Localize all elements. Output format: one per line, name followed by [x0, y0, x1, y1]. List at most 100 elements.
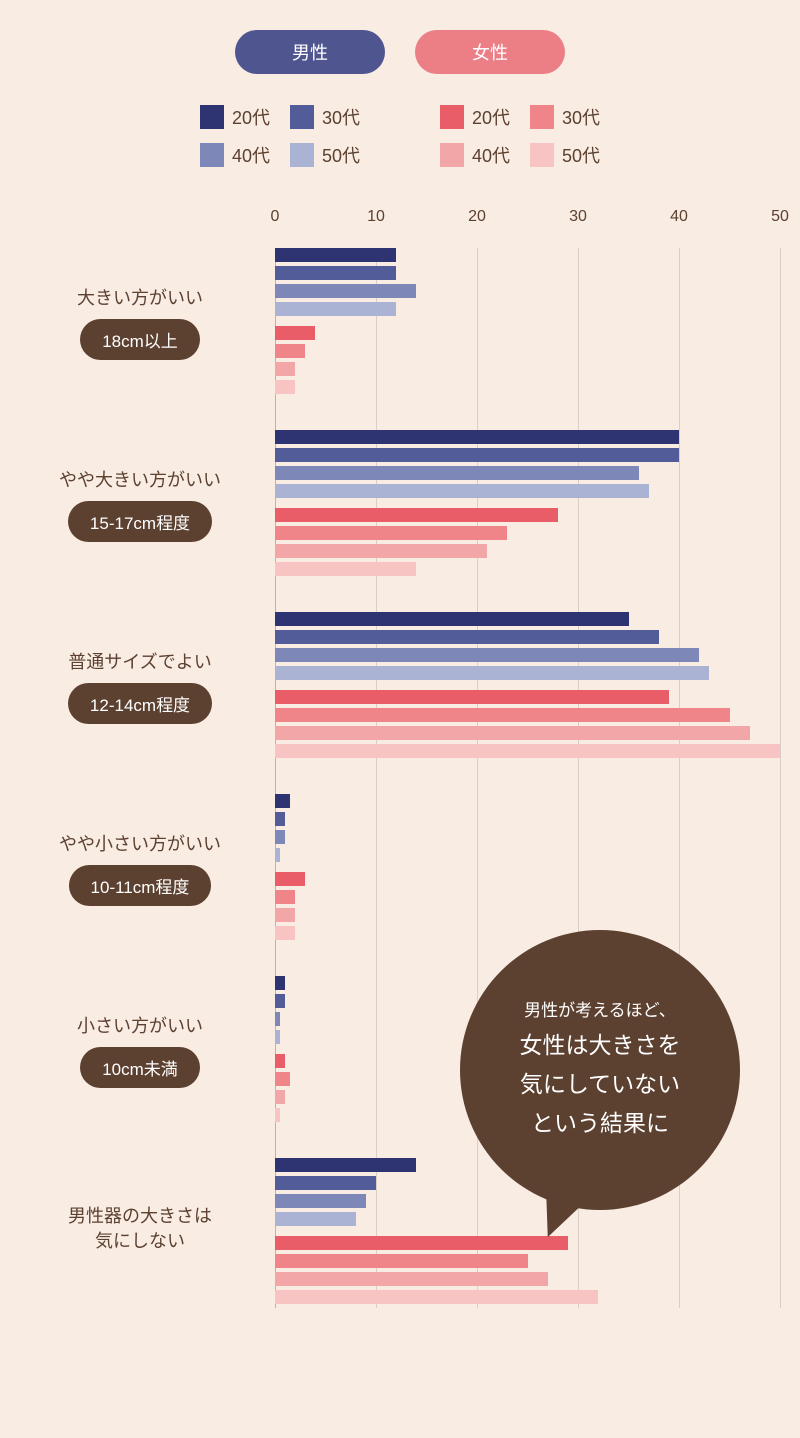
bar-male-30代	[275, 266, 396, 280]
chart-page: 男性女性 20代 30代 40代 50代 20代 30代 40代 50代 0 10 20 30 40…	[0, 0, 800, 1390]
x-tick: 10	[367, 208, 385, 226]
group-bars	[275, 612, 780, 762]
group-row: やや大きい方がいい15-17cm程度	[20, 430, 780, 580]
group-row: やや小さい方がいい 10-11cm程度	[20, 794, 780, 944]
legend-male: 20代30代40代50代	[200, 104, 360, 168]
bar-female-50代	[275, 744, 780, 758]
bar-female-20代	[275, 872, 305, 886]
group-pill: 15-17cm程度	[68, 501, 212, 542]
gender-pills: 男性女性	[20, 30, 780, 74]
legend-label: 30代	[562, 104, 600, 130]
legend-item-male-30代: 30代	[290, 104, 360, 130]
group-title: やや小さい方がいい	[20, 832, 260, 857]
bar-male-20代	[275, 1158, 416, 1172]
legend-swatch	[440, 105, 464, 129]
group-label: やや小さい方がいい 10-11cm程度	[20, 832, 275, 906]
gridline	[376, 248, 377, 1308]
x-axis-row: 01020304050	[20, 208, 780, 248]
bar-male-50代	[275, 302, 396, 316]
bar-female-20代	[275, 690, 669, 704]
group-pill: 12-14cm程度	[68, 683, 212, 724]
legend-item-female-50代: 50代	[530, 142, 600, 168]
bar-female-50代	[275, 380, 295, 394]
bar-male-40代	[275, 830, 285, 844]
gender-pill-male: 男性	[235, 30, 385, 74]
gender-pill-female: 女性	[415, 30, 565, 74]
x-tick: 30	[569, 208, 587, 226]
legend-swatch	[200, 143, 224, 167]
legend-swatch	[530, 105, 554, 129]
x-tick: 0	[271, 208, 280, 226]
group-label: 男性器の大きさは気にしない	[20, 1204, 275, 1262]
bar-male-30代	[275, 994, 285, 1008]
callout-line: 女性は大きさを	[520, 1026, 681, 1065]
group-row: 普通サイズでよい 12-14cm程度	[20, 612, 780, 762]
bar-male-40代	[275, 1194, 366, 1208]
bar-male-30代	[275, 1176, 376, 1190]
x-axis: 01020304050	[275, 208, 780, 248]
callout-line: という結果に	[531, 1104, 669, 1143]
legend-swatch	[440, 143, 464, 167]
legend-item-male-50代: 50代	[290, 142, 360, 168]
bar-male-40代	[275, 466, 639, 480]
x-tick: 20	[468, 208, 486, 226]
bar-female-50代	[275, 1108, 280, 1122]
bar-male-50代	[275, 484, 649, 498]
group-bars	[275, 248, 780, 398]
bar-male-50代	[275, 666, 709, 680]
bar-female-20代	[275, 326, 315, 340]
bar-female-40代	[275, 1272, 548, 1286]
bar-female-40代	[275, 362, 295, 376]
bar-female-30代	[275, 526, 507, 540]
gridline	[477, 248, 478, 1308]
legend-item-female-20代: 20代	[440, 104, 510, 130]
group-row: 大きい方がいい18cm以上	[20, 248, 780, 398]
bar-female-30代	[275, 890, 295, 904]
group-bars	[275, 430, 780, 580]
bar-female-20代	[275, 1236, 568, 1250]
legend-swatch	[530, 143, 554, 167]
bar-male-30代	[275, 812, 285, 826]
bar-female-30代	[275, 708, 730, 722]
bar-male-40代	[275, 648, 699, 662]
callout-line: 男性が考えるほど、	[524, 997, 676, 1026]
group-title: 普通サイズでよい	[20, 650, 260, 675]
bar-female-20代	[275, 508, 558, 522]
group-pill: 10-11cm程度	[69, 865, 212, 906]
gridline	[780, 248, 781, 1308]
legend-label: 20代	[232, 104, 270, 130]
group-label: やや大きい方がいい15-17cm程度	[20, 468, 275, 542]
bar-male-20代	[275, 430, 679, 444]
bar-male-50代	[275, 1030, 280, 1044]
bar-male-30代	[275, 630, 659, 644]
legend-label: 50代	[562, 142, 600, 168]
bar-male-50代	[275, 848, 280, 862]
bar-female-40代	[275, 544, 487, 558]
bar-female-40代	[275, 1090, 285, 1104]
callout-bubble: 男性が考えるほど、女性は大きさを気にしていないという結果に	[460, 930, 740, 1210]
bar-male-20代	[275, 248, 396, 262]
x-tick: 40	[670, 208, 688, 226]
group-bars	[275, 794, 780, 944]
legend-swatch	[290, 105, 314, 129]
bar-female-50代	[275, 562, 416, 576]
bar-female-40代	[275, 908, 295, 922]
legend-item-female-30代: 30代	[530, 104, 600, 130]
bar-female-30代	[275, 344, 305, 358]
bar-male-20代	[275, 612, 629, 626]
group-label: 大きい方がいい18cm以上	[20, 286, 275, 360]
bar-male-40代	[275, 284, 416, 298]
legend-item-female-40代: 40代	[440, 142, 510, 168]
legend-label: 30代	[322, 104, 360, 130]
bar-female-50代	[275, 1290, 598, 1304]
bar-male-30代	[275, 448, 679, 462]
group-pill: 18cm以上	[80, 319, 200, 360]
bar-male-20代	[275, 976, 285, 990]
legend-swatch	[290, 143, 314, 167]
legend-label: 40代	[472, 142, 510, 168]
bar-male-20代	[275, 794, 290, 808]
legend-female: 20代 30代 40代 50代	[440, 104, 600, 168]
bar-female-30代	[275, 1072, 290, 1086]
legend-swatch	[200, 105, 224, 129]
group-pill: 10cm未満	[80, 1047, 200, 1088]
